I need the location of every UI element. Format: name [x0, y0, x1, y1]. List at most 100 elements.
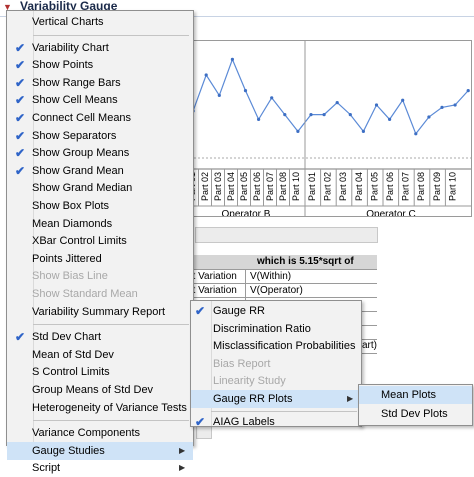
menu-item-connect-cell-means[interactable]: ✔ Connect Cell Means — [7, 109, 193, 127]
menu-item-label: Variability Chart — [32, 41, 109, 54]
menu-item-linearity-study: Linearity Study — [191, 372, 361, 390]
menu-item-points-jittered[interactable]: Points Jittered — [7, 250, 193, 268]
menu-item-show-range-bars[interactable]: ✔ Show Range Bars — [7, 74, 193, 92]
part-tick-label: Part 09 — [432, 172, 442, 201]
menu-item-show-grand-mean[interactable]: ✔ Show Grand Mean — [7, 162, 193, 180]
table-cell-component: nt Variation — [187, 271, 237, 282]
checkmark-icon: ✔ — [15, 93, 26, 108]
part-tick-label: Part 08 — [278, 172, 288, 201]
menu-item-s-control-limits[interactable]: S Control Limits — [7, 363, 193, 381]
menu-item-show-grand-median[interactable]: Show Grand Median — [7, 179, 193, 197]
report-title-bar: ▼ Variability Gauge — [0, 0, 474, 14]
menu-item-heterogeneity-of-variance-tests[interactable]: Heterogeneity of Variance Tests — [7, 399, 193, 417]
menu-item-variability-chart[interactable]: ✔ Variability Chart — [7, 39, 193, 57]
cell-mean-point — [427, 115, 431, 119]
menu-item-mean-of-std-dev[interactable]: Mean of Std Dev — [7, 346, 193, 364]
table-tail-text: art) — [362, 340, 377, 351]
menu-item-label: Std Dev Plots — [381, 408, 448, 420]
menu-separator — [33, 324, 189, 326]
menu-item-vertical-charts[interactable]: Vertical Charts — [7, 13, 193, 31]
part-tick-label: Part 01 — [307, 172, 317, 201]
cell-mean-point — [388, 117, 392, 121]
checkmark-icon: ✔ — [15, 111, 26, 125]
menu-separator — [33, 34, 189, 36]
menu-item-variability-summary-report[interactable]: Variability Summary Report — [7, 303, 193, 321]
menu-item-label: Bias Report — [213, 357, 271, 370]
checkmark-icon: ✔ — [15, 40, 26, 55]
menu-item-show-separators[interactable]: ✔ Show Separators — [7, 127, 193, 145]
menu-item-show-points[interactable]: ✔ Show Points — [7, 56, 193, 74]
menu-item-label: Show Range Bars — [32, 76, 121, 89]
variability-gauge-report: ▼ Variability Gauge Part 01 Part 02 Part 0… — [0, 0, 474, 439]
menu-item-std-dev-chart[interactable]: ✔ Std Dev Chart — [7, 328, 193, 346]
gauge-studies-submenu: ✔ Gauge RR Discrimination Ratio Misclassifi… — [190, 300, 362, 429]
menu-item-std-dev-plots[interactable]: Std Dev Plots — [359, 405, 472, 423]
operator-label: Operator C — [366, 209, 415, 216]
cell-mean-point — [453, 103, 457, 107]
menu-item-show-group-means[interactable]: ✔ Show Group Means — [7, 144, 193, 162]
menu-item-misclassification-probabilities[interactable]: Misclassification Probabilities — [191, 337, 361, 355]
cell-mean-point — [322, 113, 326, 117]
checkmark-icon: ✔ — [15, 58, 26, 73]
menu-item-label: Show Box Plots — [32, 200, 110, 212]
menu-item-show-bias-line: Show Bias Line — [7, 267, 193, 285]
menu-item-label: XBar Control Limits — [32, 235, 127, 248]
menu-item-show-cell-means[interactable]: ✔ Show Cell Means — [7, 91, 193, 109]
report-title: Variability Gauge — [20, 0, 118, 13]
disclosure-triangle-icon[interactable]: ▼ — [3, 2, 12, 12]
menu-item-mean-plots[interactable]: Mean Plots — [359, 386, 472, 404]
menu-item-label: Mean Plots — [381, 389, 437, 401]
menu-item-gauge-rr[interactable]: ✔ Gauge RR — [191, 302, 361, 320]
menu-item-label: Script — [32, 462, 61, 475]
menu-item-label: Show Grand Median — [32, 182, 133, 195]
table-cell-formula: V(Within) — [250, 271, 292, 282]
menu-item-label: Group Means of Std Dev — [32, 384, 154, 396]
checkmark-icon: ✔ — [195, 304, 206, 318]
menu-item-label: Discrimination Ratio — [213, 322, 311, 335]
cell-mean-point — [243, 89, 248, 93]
menu-item-label: Show Group Means — [32, 147, 130, 160]
part-tick-label: Part 10 — [291, 172, 301, 201]
menu-item-label: Connect Cell Means — [32, 112, 132, 124]
menu-item-gauge-studies[interactable]: Gauge Studies ▶ — [7, 441, 193, 460]
checkmark-icon: ✔ — [15, 128, 26, 143]
operator-label: Operator B — [222, 209, 271, 216]
submenu-arrow-icon: ▶ — [179, 445, 186, 455]
menu-item-label: Misclassification Probabilities — [213, 340, 356, 352]
cell-mean-point — [257, 117, 261, 121]
cell-mean-point — [309, 113, 313, 117]
menu-item-xbar-control-limits[interactable]: XBar Control Limits — [7, 232, 193, 250]
menu-item-label: Points Jittered — [32, 252, 102, 265]
menu-item-label: Linearity Study — [213, 375, 286, 387]
menu-item-group-means-of-std-dev[interactable]: Group Means of Std Dev — [7, 381, 193, 399]
table-header-text: which is 5.15*sqrt of — [257, 256, 354, 267]
part-tick-label: Part 04 — [354, 172, 364, 201]
menu-item-aiag-labels[interactable]: ✔ AIAG Labels — [191, 413, 361, 431]
menu-item-label: Gauge RR — [213, 305, 265, 317]
part-tick-label: Part 08 — [416, 172, 426, 201]
menu-item-mean-diamonds[interactable]: Mean Diamonds — [7, 215, 193, 233]
menu-gutter — [33, 11, 34, 445]
part-tick-label: Part 06 — [252, 172, 262, 201]
menu-item-variance-components[interactable]: Variance Components — [7, 424, 193, 442]
part-tick-label: Part 04 — [226, 172, 236, 201]
cell-mean-point — [401, 98, 405, 102]
menu-item-gauge-rr-plots[interactable]: Gauge RR Plots ▶ — [191, 389, 361, 408]
menu-item-show-box-plots[interactable]: Show Box Plots — [7, 197, 193, 215]
cell-mean-point — [361, 129, 365, 133]
menu-gutter — [211, 301, 212, 426]
menu-item-label: Mean Diamonds — [32, 217, 113, 230]
cell-mean-point — [414, 132, 418, 136]
cell-mean-point — [230, 57, 234, 61]
part-tick-label: Part 07 — [265, 172, 275, 201]
part-tick-label: Part 02 — [200, 172, 210, 201]
table-header: which is 5.15*sqrt of — [185, 255, 377, 270]
part-tick-label: Part 10 — [447, 172, 457, 201]
menu-item-script[interactable]: Script ▶ — [7, 459, 193, 477]
menu-item-discrimination-ratio[interactable]: Discrimination Ratio — [191, 320, 361, 338]
submenu-arrow-icon: ▶ — [347, 393, 354, 403]
cell-mean-point — [296, 129, 300, 133]
title-underline — [0, 16, 474, 17]
